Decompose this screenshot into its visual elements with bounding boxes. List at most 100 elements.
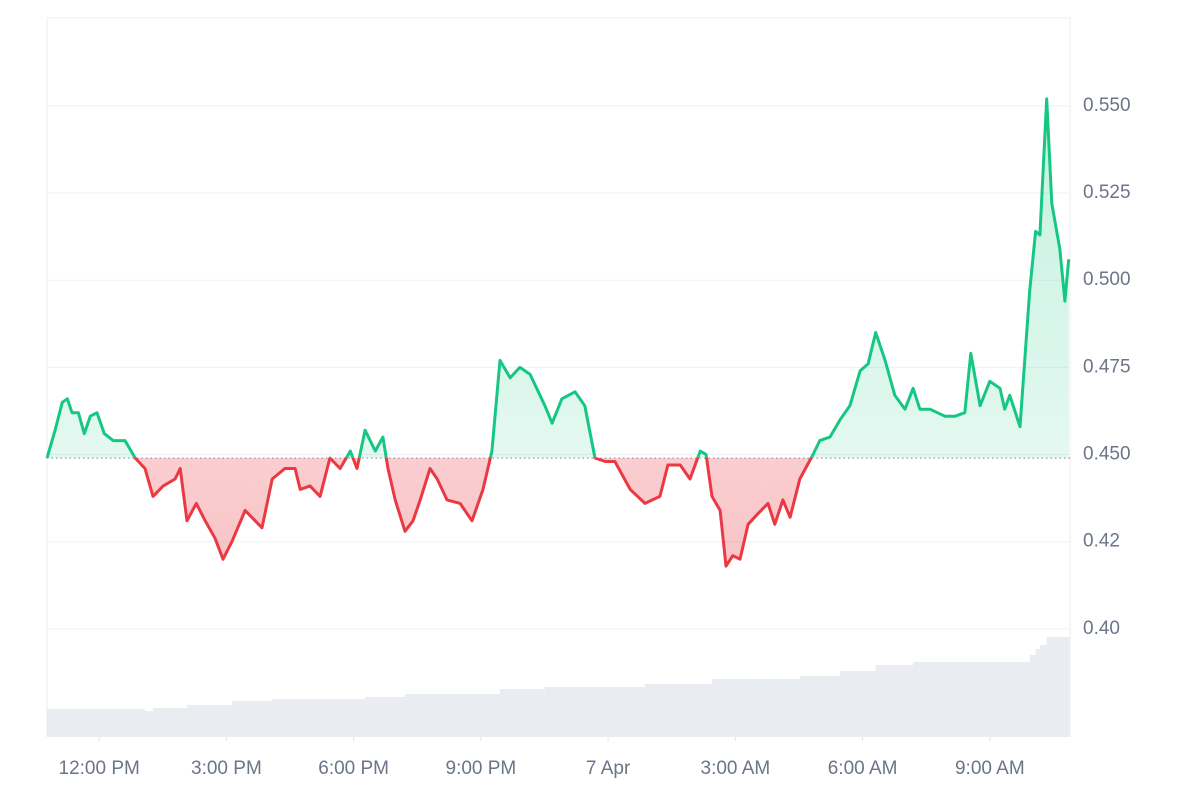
volume-bar bbox=[295, 699, 301, 737]
volume-bar bbox=[964, 662, 971, 737]
volume-bar bbox=[552, 687, 562, 737]
volume-bar bbox=[720, 679, 727, 737]
volume-bar bbox=[913, 662, 920, 737]
volume-bar bbox=[320, 699, 330, 737]
volume-bar bbox=[272, 699, 285, 737]
volume-bar bbox=[1019, 662, 1030, 737]
volume-bar bbox=[214, 705, 224, 737]
volume-bar bbox=[782, 679, 791, 737]
volume-bar bbox=[680, 684, 690, 737]
volume-bar bbox=[819, 676, 830, 737]
volume-bar bbox=[955, 662, 965, 737]
volume-bar bbox=[860, 671, 869, 737]
x-tick-label: 6:00 PM bbox=[318, 758, 389, 779]
volume-bar bbox=[689, 684, 701, 737]
line-down bbox=[47, 458, 813, 568]
volume-bar bbox=[429, 694, 438, 737]
volume-bar bbox=[875, 665, 886, 737]
volume-bar bbox=[186, 705, 197, 737]
volume-bar bbox=[919, 662, 931, 737]
volume-bar bbox=[309, 699, 321, 737]
volume-bar bbox=[97, 709, 105, 737]
volume-bar bbox=[175, 708, 181, 737]
volume-bar bbox=[125, 709, 136, 737]
volume-bar bbox=[388, 697, 396, 737]
volume-bar bbox=[135, 709, 145, 737]
volume-bar bbox=[437, 694, 447, 737]
volume-bar bbox=[47, 709, 56, 737]
volume-bar bbox=[561, 687, 576, 737]
volume-bar bbox=[790, 679, 800, 737]
volume-bar bbox=[706, 684, 713, 737]
volume-bar bbox=[262, 701, 273, 737]
volume-bar bbox=[894, 665, 906, 737]
volume-bar bbox=[1029, 655, 1036, 737]
volume-bar bbox=[868, 671, 876, 737]
line-up bbox=[45, 97, 1071, 459]
volume-bar bbox=[1068, 637, 1070, 737]
volume-bar bbox=[594, 687, 606, 737]
volume-bar bbox=[530, 689, 545, 737]
volume-bar bbox=[1046, 637, 1052, 737]
volume-bar bbox=[163, 708, 176, 737]
volume-bar bbox=[575, 687, 585, 737]
volume-bar bbox=[382, 697, 388, 737]
volume-bar bbox=[491, 694, 500, 737]
volume-bar bbox=[700, 684, 707, 737]
volume-bar bbox=[413, 694, 421, 737]
volume-bar bbox=[605, 687, 615, 737]
volume-bar bbox=[768, 679, 775, 737]
volume-bar bbox=[205, 705, 215, 737]
volume-bar bbox=[510, 689, 520, 737]
volume-bar bbox=[849, 671, 861, 737]
volume-bar bbox=[62, 709, 68, 737]
volume-bar bbox=[357, 699, 366, 737]
volume-bar bbox=[1059, 637, 1065, 737]
volume-bar bbox=[446, 694, 461, 737]
volume-bar bbox=[930, 662, 945, 737]
y-tick-label: 0.450 bbox=[1083, 444, 1131, 465]
volume-bar bbox=[90, 709, 98, 737]
volume-bar bbox=[970, 662, 981, 737]
volume-bar bbox=[1039, 645, 1047, 737]
y-tick-label: 0.550 bbox=[1083, 95, 1131, 116]
volume-bar bbox=[840, 671, 850, 737]
volume-bar bbox=[630, 687, 646, 737]
y-tick-label: 0.475 bbox=[1083, 356, 1131, 377]
volume-bar bbox=[774, 679, 783, 737]
volume-bar bbox=[300, 699, 310, 737]
x-tick-label: 12:00 PM bbox=[59, 758, 140, 779]
volume-bar bbox=[799, 676, 813, 737]
volume-bar bbox=[989, 662, 1001, 737]
volume-bar bbox=[196, 705, 206, 737]
volume-bar bbox=[645, 684, 660, 737]
volume-bar bbox=[284, 699, 296, 737]
y-tick-label: 0.525 bbox=[1083, 182, 1131, 203]
x-tick-label: 9:00 AM bbox=[955, 758, 1025, 779]
volume-bar bbox=[712, 679, 721, 737]
volume-bar bbox=[55, 709, 63, 737]
volume-bar bbox=[231, 701, 246, 737]
volume-bar bbox=[732, 679, 741, 737]
volume-bar bbox=[78, 709, 85, 737]
volume-bar bbox=[223, 705, 232, 737]
volume-bar bbox=[144, 711, 154, 737]
volume-bar bbox=[471, 694, 484, 737]
volume-bar bbox=[584, 687, 595, 737]
volume-bar bbox=[104, 709, 114, 737]
volume-bar bbox=[614, 687, 631, 737]
volume-bar bbox=[519, 689, 531, 737]
x-tick-label: 6:00 AM bbox=[828, 758, 898, 779]
y-tick-label: 0.42 bbox=[1083, 531, 1120, 552]
volume-bar bbox=[340, 699, 351, 737]
volume-bar bbox=[72, 709, 79, 737]
volume-bar bbox=[460, 694, 472, 737]
volume-bar bbox=[113, 709, 126, 737]
volume-bar bbox=[153, 708, 164, 737]
volume-bar bbox=[499, 689, 511, 737]
volume-bar bbox=[812, 676, 820, 737]
volume-bar bbox=[740, 679, 749, 737]
volume-bar bbox=[905, 665, 914, 737]
volume-bar bbox=[885, 665, 895, 737]
